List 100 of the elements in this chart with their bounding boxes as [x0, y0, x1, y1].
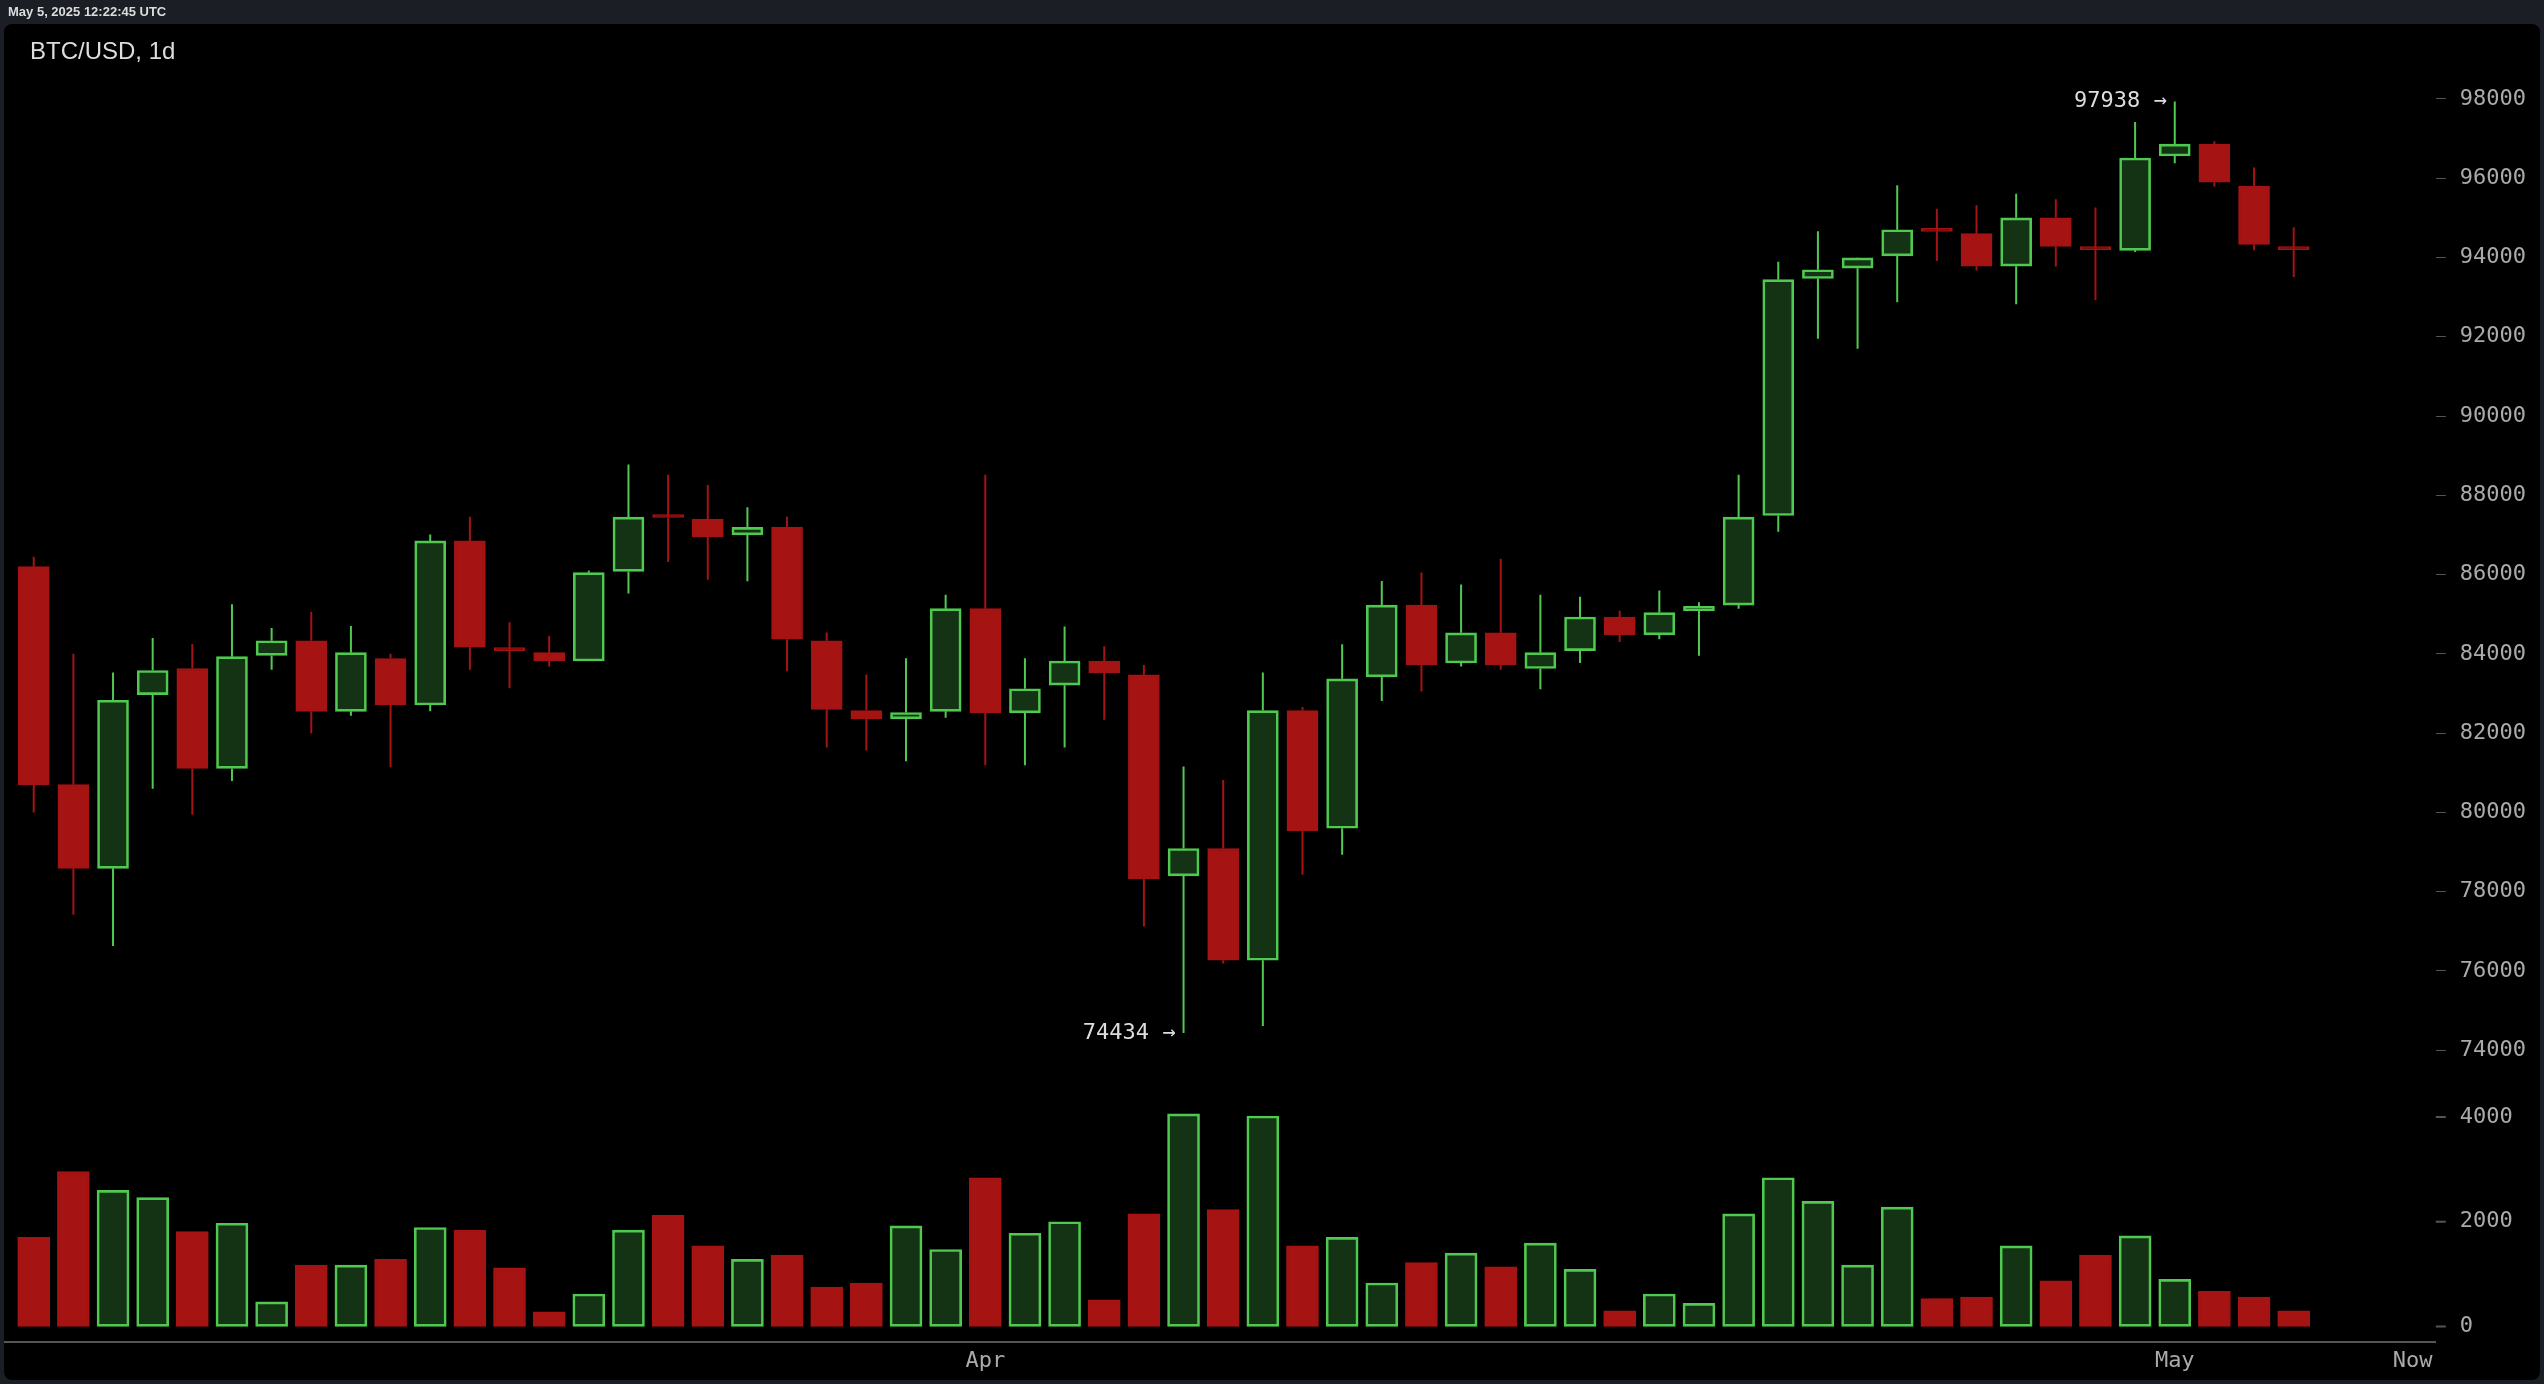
y-tick-label: 88000: [2459, 481, 2527, 507]
candlestick: [612, 463, 645, 595]
candlestick: [17, 555, 50, 814]
bar: [612, 1229, 645, 1327]
bar: [1563, 1269, 1597, 1327]
y-tick-label: 80000: [2459, 798, 2527, 824]
bar: [136, 1197, 170, 1327]
candlestick: [810, 631, 843, 749]
candlestick: [1009, 657, 1041, 767]
candlestick: [969, 473, 1002, 767]
bar: [1008, 1232, 1042, 1327]
candlestick: [136, 637, 169, 790]
bar: [1246, 1115, 1280, 1327]
bar: [334, 1264, 368, 1327]
y-tick-label: 96000: [2459, 163, 2527, 189]
candlestick: [1286, 705, 1319, 876]
candlestick: [533, 635, 565, 668]
annotation: 74434 →: [1082, 1018, 1176, 1044]
bar: [929, 1249, 962, 1327]
bar: [1682, 1303, 1716, 1327]
y2-tick-label: 0: [2459, 1312, 2474, 1338]
candlestick: [1088, 645, 1121, 721]
candlestick: [1365, 579, 1398, 703]
bar: [215, 1222, 249, 1327]
bar: [1643, 1293, 1676, 1327]
bar: [96, 1189, 130, 1327]
candlestick: [1048, 625, 1081, 749]
candlestick: [1128, 663, 1160, 928]
x-tick-label: Apr: [965, 1346, 1006, 1372]
y-tick-label: 92000: [2459, 322, 2527, 348]
candlestick: [1762, 260, 1795, 533]
bar: [1444, 1252, 1478, 1327]
candlestick: [335, 625, 367, 717]
candlestick: [2000, 192, 2032, 306]
candlestick: [850, 673, 883, 752]
candlestick: [1405, 571, 1438, 693]
bar: [1761, 1177, 1795, 1327]
bar: [572, 1293, 606, 1327]
y-tick-label: 98000: [2459, 84, 2527, 110]
candlestick: [2238, 166, 2270, 252]
candlestick: [1603, 609, 1636, 643]
y-tick-label: 82000: [2459, 718, 2527, 744]
x-tick-label: May: [2154, 1346, 2195, 1372]
candlestick: [1802, 230, 1834, 340]
candlestick: [1921, 207, 1953, 263]
candlestick: [454, 515, 486, 671]
bar: [1999, 1245, 2033, 1327]
bar: [1524, 1242, 1557, 1327]
bar: [255, 1301, 288, 1327]
candlestick: [1960, 204, 1993, 272]
bar: [1325, 1237, 1359, 1327]
bar: [1365, 1282, 1399, 1327]
candlestick: [1564, 595, 1596, 664]
candlestick: [691, 484, 724, 581]
candlestick: [1683, 601, 1715, 657]
candlestick: [493, 621, 526, 690]
y2-tick-label: 4000: [2459, 1102, 2513, 1128]
bar: [1048, 1221, 1081, 1327]
candlestick: [2039, 198, 2072, 268]
x-tick-label: Now: [2392, 1346, 2434, 1372]
bar: [2118, 1235, 2152, 1327]
text: BTC/USD, 1d: [30, 36, 176, 64]
y-tick-label: 76000: [2459, 956, 2527, 982]
bar: [1801, 1200, 1835, 1327]
candlestick: [771, 515, 803, 673]
y-tick-label: 94000: [2459, 243, 2527, 269]
candlestick: [1643, 589, 1676, 641]
candlestick: [1881, 184, 1914, 304]
bar: [413, 1227, 447, 1327]
candlestick: [97, 671, 129, 947]
bar: [1722, 1213, 1755, 1327]
bar: [1880, 1206, 1914, 1327]
candlestick: [374, 652, 407, 769]
candlestick: [1722, 473, 1755, 610]
candlestick: [1841, 257, 1874, 350]
candlestick: [414, 533, 447, 713]
candlestick: [57, 652, 90, 916]
candlestick: [216, 603, 248, 783]
y-tick-label: 84000: [2459, 639, 2527, 665]
candlestick: [1445, 583, 1477, 668]
candlestick: [1484, 557, 1517, 671]
bar: [2158, 1278, 2192, 1327]
bar: [1841, 1264, 1874, 1327]
y2-tick-label: 2000: [2459, 1207, 2513, 1233]
candlestick: [295, 610, 328, 735]
y-tick-label: 74000: [2459, 1035, 2527, 1061]
candlestick: [255, 627, 288, 671]
y-tick-label: 86000: [2459, 560, 2527, 586]
candlestick: [2119, 120, 2151, 253]
annotation: 97938 →: [2074, 87, 2167, 113]
candlestick: [1247, 671, 1279, 1028]
candlestick: [2198, 140, 2231, 188]
y-tick-label: 90000: [2459, 401, 2527, 427]
bar: [1167, 1113, 1200, 1327]
candlestick: [890, 657, 922, 763]
bar: [889, 1225, 923, 1327]
text: May 5, 2025 12:22:45 UTC: [7, 3, 168, 21]
candlestick: [1524, 593, 1557, 691]
y-tick-label: 78000: [2459, 877, 2527, 903]
candlestick: [1207, 778, 1240, 965]
